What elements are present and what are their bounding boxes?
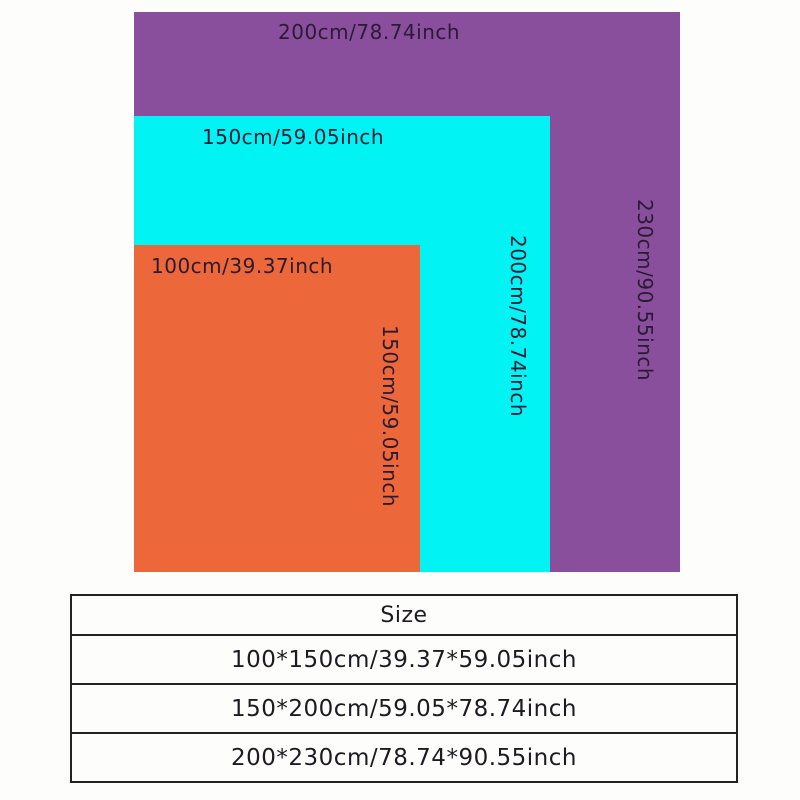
small-size-rect xyxy=(134,245,420,572)
small-width-label: 100cm/39.37inch xyxy=(151,254,334,278)
size-row: 100*150cm/39.37*59.05inch xyxy=(70,634,738,685)
size-table-header: Size xyxy=(70,594,738,636)
size-row: 150*200cm/59.05*78.74inch xyxy=(70,683,738,734)
size-row: 200*230cm/78.74*90.55inch xyxy=(70,732,738,783)
small-height-label: 150cm/59.05inch xyxy=(378,324,402,508)
medium-height-label: 200cm/78.74inch xyxy=(506,234,530,418)
large-height-label: 230cm/90.55inch xyxy=(633,198,657,382)
large-width-label: 200cm/78.74inch xyxy=(278,20,461,44)
size-table: Size 100*150cm/39.37*59.05inch 150*200cm… xyxy=(70,594,738,783)
medium-width-label: 150cm/59.05inch xyxy=(202,125,385,149)
